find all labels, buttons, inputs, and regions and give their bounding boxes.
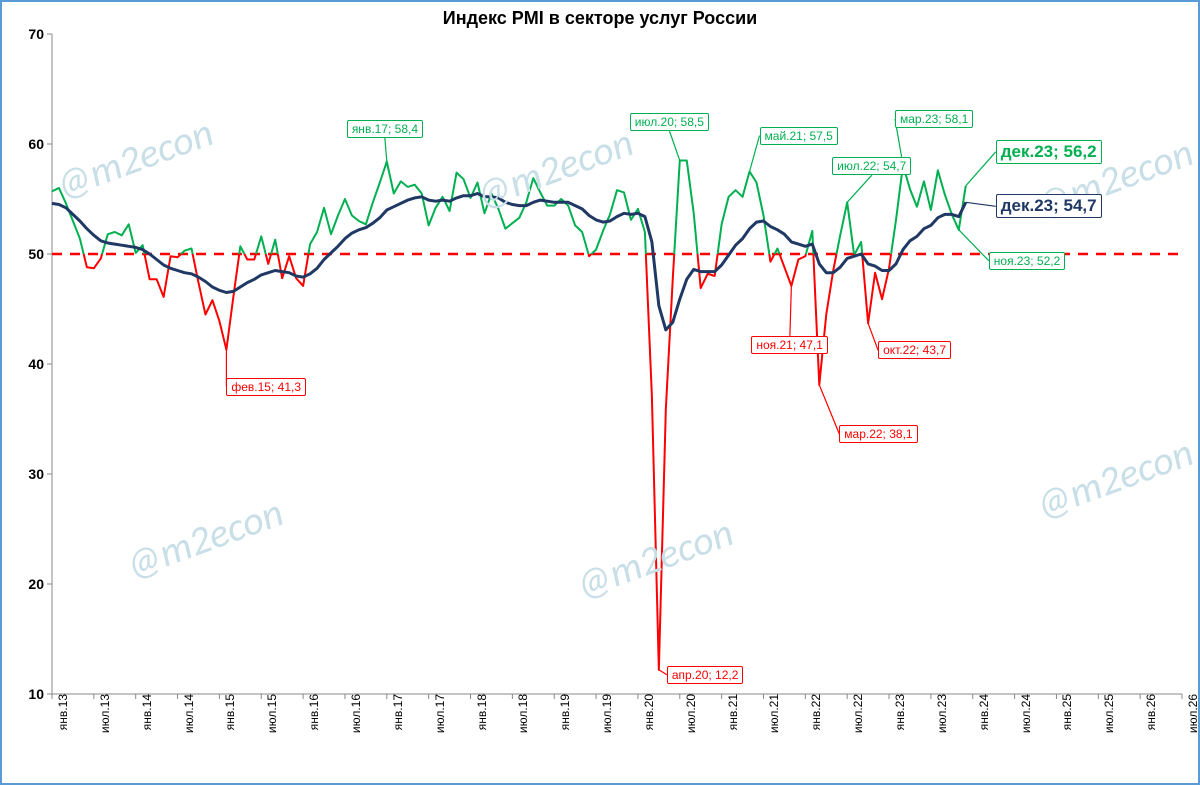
x-axis-tick: июл.26 bbox=[1182, 694, 1200, 733]
x-axis-tick: янв.24 bbox=[973, 694, 991, 730]
pmi-line-above bbox=[308, 162, 588, 254]
x-axis-tick: июл.25 bbox=[1098, 694, 1116, 733]
pmi-smoothed-line bbox=[52, 194, 966, 330]
x-axis-tick: июл.18 bbox=[512, 694, 530, 733]
pmi-line-below bbox=[266, 254, 271, 264]
pmi-line-above bbox=[674, 161, 697, 255]
callout-leader bbox=[895, 119, 903, 165]
callout-leader bbox=[659, 670, 667, 675]
x-axis-tick: июл.19 bbox=[596, 694, 614, 733]
callout-leader bbox=[868, 323, 878, 350]
x-axis-tick: янв.23 bbox=[889, 694, 907, 730]
y-axis-tick: 70 bbox=[28, 26, 52, 42]
pmi-line-below bbox=[588, 254, 591, 256]
x-axis-tick: янв.13 bbox=[52, 694, 70, 730]
x-axis-tick: июл.17 bbox=[429, 694, 447, 733]
x-axis-tick: янв.21 bbox=[722, 694, 740, 730]
x-axis-tick: янв.26 bbox=[1140, 694, 1158, 730]
x-axis-tick: июл.16 bbox=[345, 694, 363, 733]
pmi-line-below bbox=[144, 254, 181, 297]
pmi-line-above bbox=[806, 231, 813, 254]
x-axis-tick: июл.24 bbox=[1015, 694, 1033, 733]
y-axis-tick: 10 bbox=[28, 686, 52, 702]
callout-leader bbox=[669, 131, 680, 161]
callout-leader bbox=[847, 175, 872, 202]
pmi-line-below bbox=[646, 254, 674, 670]
callout-leader bbox=[790, 286, 792, 336]
callout-leader bbox=[819, 385, 839, 434]
pmi-line-above bbox=[855, 242, 862, 254]
x-axis-tick: янв.20 bbox=[638, 694, 656, 730]
y-axis-tick: 50 bbox=[28, 246, 52, 262]
pmi-line-below bbox=[862, 254, 891, 323]
x-axis-tick: янв.16 bbox=[303, 694, 321, 730]
pmi-line-above bbox=[718, 172, 770, 255]
x-axis-tick: июл.23 bbox=[931, 694, 949, 733]
x-axis-tick: янв.15 bbox=[219, 694, 237, 730]
x-axis-tick: июл.20 bbox=[680, 694, 698, 733]
y-axis-tick: 60 bbox=[28, 136, 52, 152]
plot-area: 10203040506070янв.13июл.13янв.14июл.14ян… bbox=[52, 34, 1182, 694]
chart-container: Индекс PMI в секторе услуг России 102030… bbox=[0, 0, 1200, 785]
callout-leader bbox=[966, 202, 996, 206]
callout-leader bbox=[959, 230, 989, 261]
y-axis-tick: 40 bbox=[28, 356, 52, 372]
pmi-line-above bbox=[256, 236, 266, 254]
x-axis-tick: июл.21 bbox=[763, 694, 781, 733]
callout-leader bbox=[750, 136, 760, 172]
x-axis-tick: янв.25 bbox=[1056, 694, 1074, 730]
pmi-line-above bbox=[837, 202, 855, 254]
x-axis-tick: июл.22 bbox=[847, 694, 865, 733]
pmi-line-above bbox=[271, 240, 278, 254]
svg-layer bbox=[52, 34, 1182, 694]
x-axis-tick: янв.14 bbox=[136, 694, 154, 730]
pmi-line-below bbox=[779, 254, 805, 286]
callout-leader bbox=[966, 152, 996, 186]
x-axis-tick: янв.18 bbox=[471, 694, 489, 730]
chart-title: Индекс PMI в секторе услуг России bbox=[2, 8, 1198, 29]
y-axis-tick: 30 bbox=[28, 466, 52, 482]
x-axis-tick: июл.15 bbox=[261, 694, 279, 733]
x-axis-tick: янв.22 bbox=[805, 694, 823, 730]
pmi-line-below bbox=[769, 254, 774, 262]
x-axis-tick: июл.13 bbox=[94, 694, 112, 733]
y-axis-tick: 20 bbox=[28, 576, 52, 592]
pmi-line-above bbox=[891, 165, 966, 254]
callout-leader bbox=[385, 138, 387, 162]
x-axis-tick: июл.14 bbox=[178, 694, 196, 733]
pmi-line-below bbox=[84, 254, 102, 268]
x-axis-tick: янв.17 bbox=[387, 694, 405, 730]
x-axis-tick: янв.19 bbox=[554, 694, 572, 730]
pmi-line-below bbox=[193, 254, 240, 350]
pmi-line-below bbox=[278, 254, 309, 286]
